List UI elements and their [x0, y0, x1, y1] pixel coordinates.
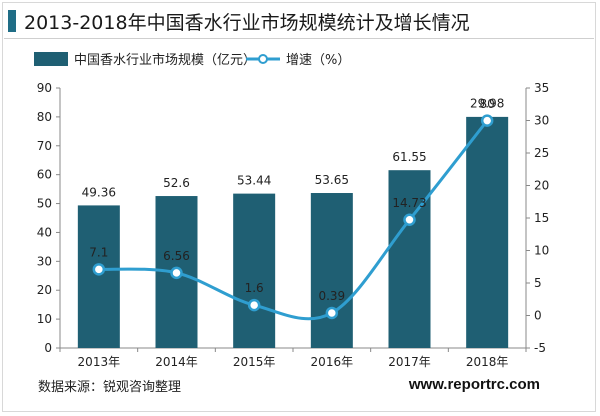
bar-value-label: 61.55: [392, 150, 426, 164]
y-right-tick-label: 20: [534, 179, 549, 193]
y-right-tick-label: 10: [534, 244, 549, 258]
legend-label-bar: 中国香水行业市场规模（亿元）: [74, 52, 256, 68]
title-bar: 2013-2018年中国香水行业市场规模统计及增长情况: [4, 4, 596, 38]
bar-value-label: 53.65: [315, 173, 349, 187]
y-left-tick-label: 30: [37, 254, 52, 268]
y-left-tick-label: 20: [37, 283, 52, 297]
line-point: [325, 306, 339, 320]
bar-value-label: 49.36: [82, 185, 116, 199]
y-left-tick-label: 0: [44, 341, 52, 355]
legend-label-line: 增速（%）: [286, 53, 350, 68]
x-tick-label: 2015年: [233, 355, 276, 369]
line-point: [92, 263, 106, 276]
y-right-tick-label: 30: [534, 114, 549, 128]
line-value-label: 0.39: [318, 289, 345, 303]
source-note: 数据来源：锐观咨询整理: [38, 380, 182, 395]
legend-marker: [258, 54, 268, 64]
y-right-tick-label: 0: [534, 309, 542, 323]
y-left-tick-label: 40: [37, 225, 52, 239]
y-left-tick-label: 80: [37, 110, 52, 124]
line-value-label: 7.1: [89, 245, 108, 259]
bar: [233, 193, 276, 348]
y-left-tick-label: 10: [37, 312, 52, 326]
title-accent-bar: [8, 10, 16, 32]
line-point: [170, 266, 183, 280]
x-tick-label: 2013年: [78, 355, 121, 369]
line-point: [403, 213, 416, 227]
website-label: www.reportrc.com: [408, 376, 540, 393]
bar: [77, 205, 120, 348]
y-left-tick-label: 90: [37, 81, 52, 95]
line-value-label: 1.6: [245, 281, 264, 295]
bar-value-label: 80: [480, 97, 495, 111]
bar: [310, 193, 353, 348]
y-right-tick-label: 5: [534, 276, 542, 290]
y-left-tick-label: 60: [37, 168, 52, 182]
bar-value-label: 52.6: [163, 176, 190, 190]
x-tick-label: 2017年: [388, 355, 431, 369]
y-right-tick-label: 15: [534, 211, 549, 225]
y-left-tick-label: 50: [37, 197, 52, 211]
legend-swatch-bar: [34, 52, 68, 66]
y-right-tick-label: -5: [534, 341, 546, 355]
bar-value-label: 53.44: [237, 174, 271, 188]
y-right-tick-label: 25: [534, 146, 549, 160]
line-point: [247, 298, 261, 312]
line-point: [480, 114, 494, 127]
x-tick-label: 2018年: [466, 355, 509, 369]
line-value-label: 6.56: [163, 249, 190, 263]
bar: [466, 116, 509, 348]
y-left-tick-label: 70: [37, 139, 52, 153]
line-value-label: 14.73: [392, 196, 426, 210]
x-tick-label: 2014年: [155, 355, 198, 369]
y-right-tick-label: 35: [534, 81, 549, 95]
line-value-label: 29.98: [470, 97, 504, 111]
x-tick-label: 2016年: [311, 355, 354, 369]
page-title: 2013-2018年中国香水行业市场规模统计及增长情况: [24, 11, 470, 34]
title-divider: [4, 38, 594, 39]
